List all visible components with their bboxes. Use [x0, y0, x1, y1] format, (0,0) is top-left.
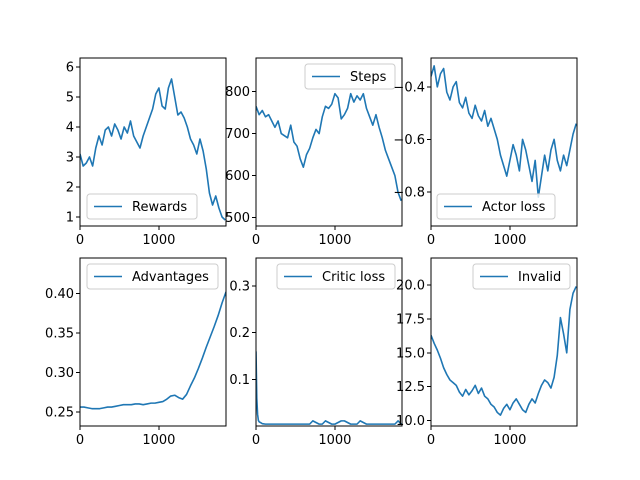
legend-box: [86, 263, 219, 290]
legend: Steps: [304, 63, 396, 90]
y-tick-label: 2: [66, 181, 74, 196]
y-tick-label: 500: [225, 211, 250, 226]
y-tick-label: 0.40: [45, 287, 74, 302]
x-tick-label: 1000: [493, 433, 526, 448]
y-tick-label: 0.30: [45, 366, 74, 381]
x-tick-label: 1000: [318, 233, 351, 248]
y-tick-label: 800: [225, 85, 250, 100]
x-tick-label: 0: [76, 433, 84, 448]
x-tick-label: 1000: [493, 233, 526, 248]
y-tick-label: 15.0: [396, 346, 425, 361]
x-tick-label: 1000: [142, 233, 175, 248]
y-tick-label: 3: [66, 151, 74, 166]
legend-box: [276, 263, 396, 290]
legend-label: Steps: [350, 70, 387, 85]
y-tick-label: −0.8: [393, 185, 425, 200]
axes-frame: [255, 257, 403, 427]
x-tick-label: 0: [76, 233, 84, 248]
subplot-advantages: 0 1000 0.25 0.30 0.35 0.40 Advantages: [45, 257, 227, 448]
y-tick-label: −0.6: [393, 133, 425, 148]
legend-box: [86, 193, 198, 220]
y-tick-label: 0.25: [45, 405, 74, 420]
y-tick-label: 0.1: [229, 373, 250, 388]
x-tick-label: 0: [252, 233, 260, 248]
axes-frame: [79, 257, 227, 427]
legend-label: Actor loss: [482, 200, 546, 215]
legend: Critic loss: [276, 263, 396, 290]
legend-box: [436, 193, 556, 220]
series-line-steps: [256, 92, 402, 202]
y-tick-label: 10.0: [396, 414, 425, 429]
axes-frame: [430, 57, 578, 227]
subplot-steps: 0 1000 500 600 700 800 Steps: [225, 57, 403, 248]
x-tick-label: 0: [427, 433, 435, 448]
legend: Advantages: [86, 263, 219, 290]
legend: Invalid: [472, 263, 571, 290]
y-tick-label: 12.5: [396, 380, 425, 395]
y-tick-label: −0.4: [393, 80, 425, 95]
series-line-critic-loss: [256, 351, 402, 425]
y-tick-label: 700: [225, 127, 250, 142]
subplot-actor-loss: 0 1000 −0.4 −0.6 −0.8 Actor loss: [393, 57, 578, 248]
y-tick-label: 1: [66, 211, 74, 226]
subplot-invalid: 0 1000 10.0 12.5 15.0 17.5 20.0 Invalid: [396, 257, 578, 448]
subplot-rewards: 0 1000 1 2 3 4 5 6 Rewards: [66, 57, 227, 248]
x-tick-label: 1000: [142, 433, 175, 448]
legend-label: Critic loss: [322, 270, 385, 285]
x-tick-label: 0: [252, 433, 260, 448]
legend-box: [472, 263, 571, 290]
series-line-invalid: [431, 286, 577, 416]
series-line-rewards: [80, 78, 226, 221]
y-tick-label: 17.5: [396, 312, 425, 327]
series-line-actor-loss: [431, 65, 577, 198]
y-tick-label: 5: [66, 91, 74, 106]
axes-frame: [255, 57, 403, 227]
y-tick-label: 4: [66, 121, 74, 136]
subplot-critic-loss: 0 1000 0.1 0.2 0.3 Critic loss: [229, 257, 403, 448]
y-tick-label: 600: [225, 169, 250, 184]
legend-box: [304, 63, 396, 90]
y-tick-label: 6: [66, 61, 74, 76]
legend-label: Advantages: [132, 270, 209, 285]
legend: Actor loss: [436, 193, 556, 220]
legend-label: Invalid: [518, 270, 561, 285]
x-tick-label: 1000: [318, 433, 351, 448]
legend-label: Rewards: [132, 200, 187, 215]
y-tick-label: 0.3: [229, 280, 250, 295]
series-line-advantages: [80, 291, 226, 410]
axes-frame: [430, 257, 578, 427]
x-tick-label: 0: [427, 233, 435, 248]
y-tick-label: 20.0: [396, 279, 425, 294]
axes-frame: [79, 57, 227, 227]
y-tick-label: 0.2: [229, 326, 250, 341]
y-tick-label: 0.35: [45, 326, 74, 341]
legend: Rewards: [86, 193, 198, 220]
